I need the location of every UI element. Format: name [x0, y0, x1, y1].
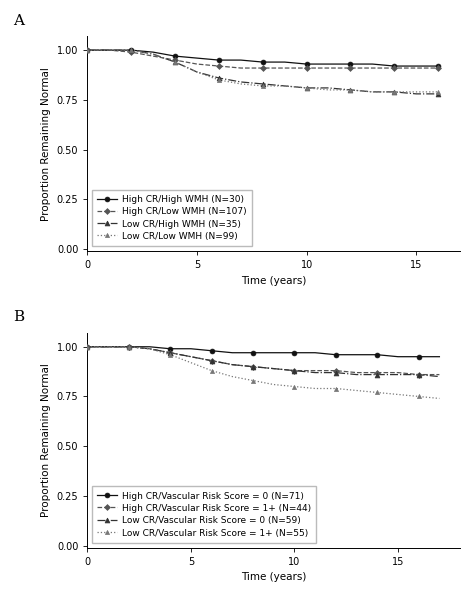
Y-axis label: Proportion Remaining Normal: Proportion Remaining Normal [41, 67, 51, 221]
Legend: High CR/High WMH (N=30), High CR/Low WMH (N=107), Low CR/High WMH (N=35), Low CR: High CR/High WMH (N=30), High CR/Low WMH… [92, 190, 252, 246]
Y-axis label: Proportion Remaining Normal: Proportion Remaining Normal [41, 363, 51, 517]
X-axis label: Time (years): Time (years) [241, 572, 306, 582]
Legend: High CR/Vascular Risk Score = 0 (N=71), High CR/Vascular Risk Score = 1+ (N=44),: High CR/Vascular Risk Score = 0 (N=71), … [92, 486, 316, 543]
Text: B: B [13, 311, 24, 324]
Text: A: A [13, 14, 24, 27]
X-axis label: Time (years): Time (years) [241, 275, 306, 285]
